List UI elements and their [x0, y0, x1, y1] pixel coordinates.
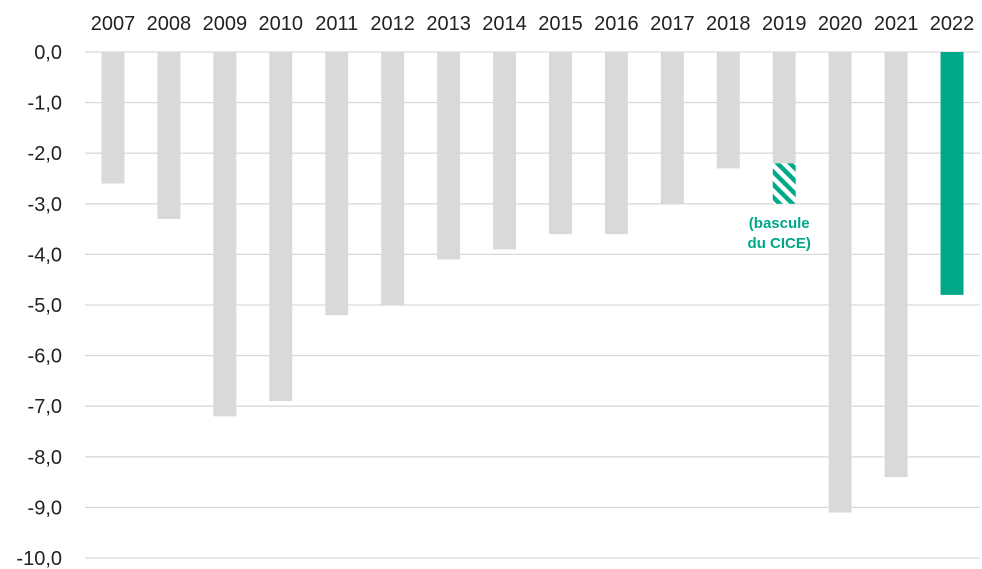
x-tick-label: 2012: [370, 13, 415, 35]
bar-2022: [940, 52, 964, 295]
y-tick-label: -7,0: [28, 396, 62, 418]
x-tick-label: 2018: [706, 13, 751, 35]
x-tick-label: 2016: [594, 13, 639, 35]
y-tick-label: -10,0: [16, 548, 62, 569]
bar-2014: [493, 52, 516, 250]
x-axis: 2007 2008 2009 2010 2011 2012 2013 2014 2015 2016…: [91, 13, 975, 35]
x-tick-label: 2015: [538, 13, 583, 35]
y-tick-label: -9,0: [28, 497, 62, 519]
x-tick-label: 2020: [818, 13, 863, 35]
bar-2013: [437, 52, 461, 260]
y-tick-label: -1,0: [28, 93, 62, 115]
y-tick-label: -8,0: [28, 447, 62, 469]
x-tick-label: 2019: [762, 13, 807, 35]
bar-2007: [101, 52, 125, 184]
y-tick-label: -3,0: [28, 194, 62, 216]
x-tick-label: 2022: [930, 13, 975, 35]
y-tick-label: -2,0: [28, 143, 62, 165]
x-tick-label: 2009: [203, 13, 248, 35]
bar-2016: [604, 52, 628, 235]
x-tick-label: 2017: [650, 13, 695, 35]
y-axis: 0,0 -1,0 -2,0 -3,0 -4,0 -5,0 -6,0 -7,0 -8,0 -9,0 -…: [16, 42, 62, 569]
bar-2017: [660, 52, 684, 204]
annotation-line: du CICE): [748, 235, 811, 252]
bar-2011: [325, 52, 349, 316]
x-tick-label: 2007: [91, 13, 136, 35]
bar-2010: [269, 52, 293, 402]
y-tick-label: -6,0: [28, 346, 62, 368]
y-tick-label: 0,0: [34, 42, 62, 64]
bar-2020: [828, 52, 852, 513]
annotations: (bascule du CICE): [748, 215, 811, 252]
x-tick-label: 2011: [315, 13, 358, 35]
bar-2008: [157, 52, 181, 219]
bars: [101, 52, 964, 513]
bar-2012: [381, 52, 405, 305]
x-tick-label: 2014: [482, 13, 527, 35]
bar-2019: [772, 52, 796, 164]
y-tick-label: -5,0: [28, 295, 62, 317]
bar-2015: [549, 52, 572, 235]
bar-2009: [213, 52, 237, 417]
x-tick-label: 2010: [259, 13, 304, 35]
bar-2021: [884, 52, 908, 478]
hatched-segment-2019: [772, 163, 796, 204]
bar-2018: [716, 52, 740, 169]
x-tick-label: 2008: [147, 13, 192, 35]
x-tick-label: 2013: [426, 13, 471, 35]
y-tick-label: -4,0: [28, 244, 62, 266]
annotation-line: (bascule: [749, 215, 810, 232]
x-tick-label: 2021: [874, 13, 919, 35]
